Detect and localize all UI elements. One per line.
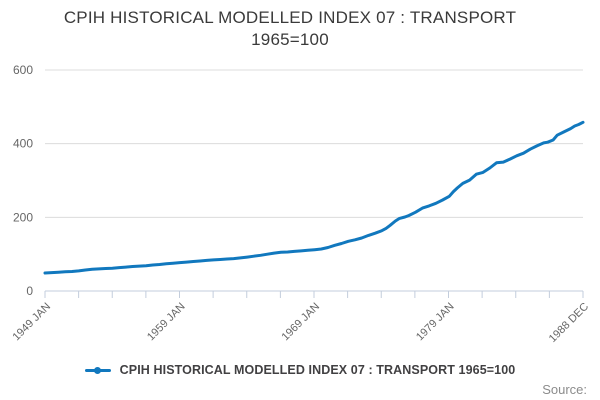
x-tick-label: 1949 JAN xyxy=(10,301,53,344)
x-tick-label: 1979 JAN xyxy=(414,301,457,344)
y-tick-label: 400 xyxy=(13,137,33,151)
y-tick-label: 200 xyxy=(13,210,33,224)
chart-title-line2: 1965=100 xyxy=(251,30,329,50)
series-line xyxy=(43,120,585,275)
x-tick-label: 1969 JAN xyxy=(279,301,322,344)
y-axis-labels: 0 200 400 600 xyxy=(13,63,33,298)
legend-label: CPIH HISTORICAL MODELLED INDEX 07 : TRAN… xyxy=(119,363,516,377)
legend-item[interactable]: CPIH HISTORICAL MODELLED INDEX 07 : TRAN… xyxy=(84,363,516,377)
chart-title: CPIH HISTORICAL MODELLED INDEX 07 : TRAN… xyxy=(0,7,580,52)
x-axis xyxy=(44,291,584,298)
line-chart-plot: 0 200 400 600 1949 JAN 1959 JAN 1969 JAN 1979 … xyxy=(10,63,591,345)
legend-dot-icon xyxy=(94,366,102,374)
gridlines xyxy=(45,69,583,292)
legend: CPIH HISTORICAL MODELLED INDEX 07 : TRAN… xyxy=(0,363,600,377)
y-tick-label: 0 xyxy=(26,284,33,298)
source-label: Source: xyxy=(542,382,587,397)
x-tick-label: 1988 DEC xyxy=(547,301,591,345)
legend-line-marker-icon xyxy=(84,366,111,374)
y-tick-label: 600 xyxy=(13,63,33,77)
chart-title-line1: CPIH HISTORICAL MODELLED INDEX 07 : TRAN… xyxy=(63,8,517,27)
x-axis-labels: 1949 JAN 1959 JAN 1969 JAN 1979 JAN 1988 DEC xyxy=(10,301,591,345)
x-tick-label: 1959 JAN xyxy=(145,301,188,344)
